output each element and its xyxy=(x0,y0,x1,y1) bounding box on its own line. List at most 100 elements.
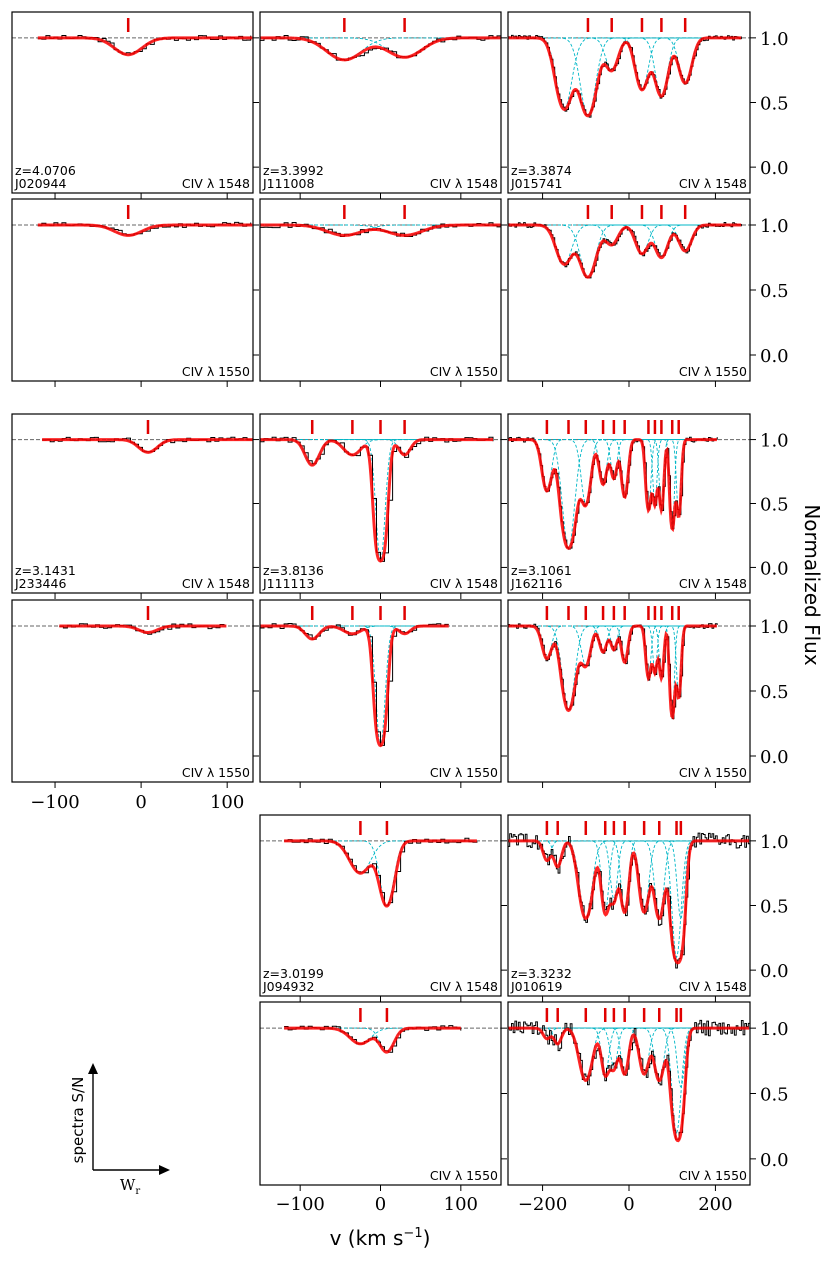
fit-curve xyxy=(42,438,253,454)
legend-x-label-sub: r xyxy=(135,1186,140,1197)
legend-axes: spectra S/N Wr xyxy=(69,1063,170,1197)
component-profile xyxy=(508,224,742,265)
fit-curve xyxy=(508,438,717,550)
line-label: CIV λ 1550 xyxy=(182,364,250,379)
x-tick-label: −100 xyxy=(30,792,79,813)
component-profile xyxy=(284,1027,461,1045)
fit-curve xyxy=(260,624,449,748)
quasar-id-label: J162116 xyxy=(510,576,562,591)
panel: CIV λ 1550 xyxy=(259,599,507,788)
redshift-label: z=3.3992 xyxy=(263,163,324,178)
fit-curve xyxy=(508,839,750,965)
panel-content xyxy=(12,221,253,237)
panel: CIV λ 1550 xyxy=(11,198,259,387)
quasar-id-label: J020944 xyxy=(14,176,66,191)
component-profile xyxy=(508,224,742,278)
component-profile xyxy=(260,625,449,747)
fit-curve xyxy=(508,624,717,721)
component-profile xyxy=(508,625,717,717)
line-label: CIV λ 1548 xyxy=(679,176,747,191)
component-profile xyxy=(508,37,742,116)
quasar-id-label: J015741 xyxy=(510,176,562,191)
component-profile xyxy=(508,37,742,110)
line-label: CIV λ 1548 xyxy=(679,576,747,591)
line-label: CIV λ 1548 xyxy=(430,576,498,591)
x-tick-label: −100 xyxy=(275,1194,324,1215)
panel-content xyxy=(508,623,750,721)
component-profile xyxy=(508,1027,750,1045)
y-tick-label: 0.5 xyxy=(760,495,789,516)
x-tick-label: 0 xyxy=(375,1194,386,1215)
panel: CIV λ 1550 xyxy=(259,1001,507,1191)
spectrum-data xyxy=(508,34,742,118)
legend-y-label: spectra S/N xyxy=(69,1077,87,1164)
fit-curve xyxy=(59,624,227,634)
line-label: CIV λ 1548 xyxy=(679,979,747,994)
redshift-label: z=3.8136 xyxy=(263,563,324,578)
panel-content xyxy=(508,222,750,279)
y-tick-label: 0.5 xyxy=(760,897,789,918)
y-tick-label: 1.0 xyxy=(760,29,789,50)
panel-content xyxy=(260,436,501,563)
component-profile xyxy=(508,1027,750,1088)
panel-content xyxy=(508,1019,750,1143)
line-label: CIV λ 1550 xyxy=(679,364,747,379)
legend-x-label: Wr xyxy=(120,1176,140,1197)
component-profile xyxy=(284,840,477,874)
redshift-label: z=4.0706 xyxy=(15,163,76,178)
fit-curve xyxy=(37,223,253,237)
fit-curve xyxy=(508,36,742,118)
fit-curve xyxy=(508,1026,750,1143)
line-label: CIV λ 1548 xyxy=(430,176,498,191)
fit-curve xyxy=(284,1026,461,1054)
fit-curve xyxy=(508,223,742,279)
spectrum-data xyxy=(260,623,449,746)
panel-content xyxy=(12,623,253,635)
redshift-label: z=3.0199 xyxy=(263,966,324,981)
quasar-id-label: J094932 xyxy=(262,979,314,994)
x-axis-label-close: ) xyxy=(423,1226,431,1250)
x-tick-label: 0 xyxy=(623,1194,634,1215)
legend-horizontal-arrowhead xyxy=(159,1165,170,1175)
x-tick-label: 200 xyxy=(698,1194,732,1215)
y-tick-label: 1.0 xyxy=(760,431,789,452)
line-label: CIV λ 1550 xyxy=(430,364,498,379)
y-tick-label: 0.5 xyxy=(760,94,789,115)
panel: 0.0 0.5 1.0 CIV λ 1550 xyxy=(507,198,789,387)
component-profile xyxy=(508,439,717,529)
x-tick-label: 100 xyxy=(210,792,244,813)
fit-curve xyxy=(37,36,253,57)
panel-content xyxy=(260,222,501,237)
y-tick-label: 0.5 xyxy=(760,682,789,703)
component-profile xyxy=(508,439,717,492)
y-tick-label: 0.0 xyxy=(760,961,789,982)
line-label: CIV λ 1550 xyxy=(182,765,250,780)
fit-curve xyxy=(260,223,501,237)
fit-curve xyxy=(260,438,493,563)
line-label: CIV λ 1548 xyxy=(182,576,250,591)
y-tick-label: 1.0 xyxy=(760,1019,789,1040)
panel: 0.0 0.5 1.0 CIV λ 1550 xyxy=(507,599,789,788)
component-profile xyxy=(508,224,742,258)
y-tick-label: 0.0 xyxy=(760,747,789,768)
component-profile xyxy=(508,37,742,97)
spectrum-data xyxy=(508,222,742,279)
y-tick-label: 0.0 xyxy=(760,558,789,579)
component-profile xyxy=(42,439,253,453)
x-tick-label: 0 xyxy=(135,792,146,813)
y-tick-label: 0.5 xyxy=(760,1085,789,1106)
y-tick-label: 1.0 xyxy=(760,617,789,638)
panel-content xyxy=(12,436,253,454)
x-axis-label-unit-exp: −1 xyxy=(403,1226,422,1241)
x-axis-label: v (km s−1) xyxy=(330,1226,431,1250)
y-tick-label: 1.0 xyxy=(760,832,789,853)
panel-content xyxy=(508,436,750,550)
fit-curve xyxy=(284,839,477,908)
line-label: CIV λ 1548 xyxy=(430,979,498,994)
panel-content xyxy=(12,35,253,57)
panel-content xyxy=(260,35,501,62)
